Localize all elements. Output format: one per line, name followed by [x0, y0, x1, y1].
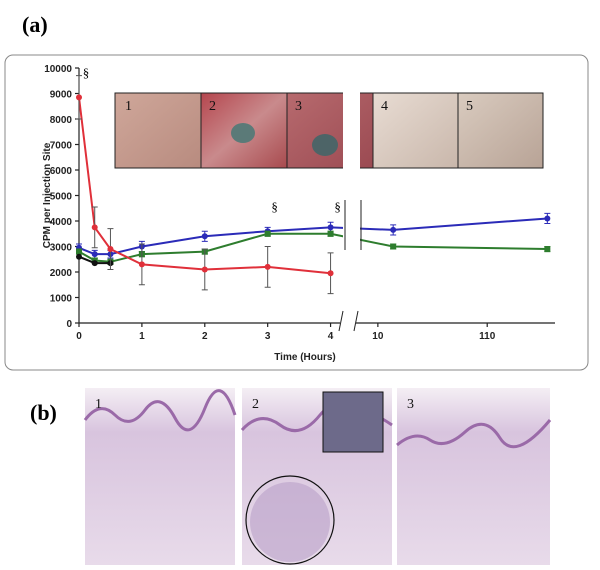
infiltrate	[250, 482, 330, 562]
photo	[372, 92, 459, 169]
data-point	[201, 266, 208, 273]
y-tick-label: 0	[66, 319, 72, 330]
y-tick-label: 5000	[50, 192, 73, 203]
x-tick-label: 10	[372, 331, 384, 342]
plot: 0100020003000400050006000700080009000100…	[42, 63, 555, 363]
data-point	[544, 246, 551, 253]
data-point	[327, 224, 334, 231]
photo-label: 5	[466, 99, 473, 114]
x-axis-title: Time (Hours)	[274, 352, 336, 363]
histology-image	[397, 388, 550, 565]
axis-break	[353, 310, 359, 332]
data-point	[76, 94, 82, 101]
photo-label: 2	[209, 99, 216, 114]
epidermis	[396, 419, 552, 449]
data-point	[264, 230, 271, 237]
data-point	[201, 233, 208, 240]
data-point	[138, 261, 145, 268]
data-point	[544, 215, 551, 222]
panel-label: (a)	[22, 12, 48, 37]
image-label: 1	[95, 397, 102, 412]
photo-label: 4	[381, 99, 388, 114]
y-axis-title: CPM per Injection Site	[42, 142, 53, 248]
x-tick-label: 3	[265, 331, 271, 342]
series-line	[78, 232, 548, 263]
data-point	[76, 253, 82, 260]
x-tick-label: 0	[76, 331, 82, 342]
data-point	[107, 246, 114, 253]
axis-break	[338, 310, 344, 332]
data-point	[264, 263, 271, 270]
image-label: 2	[252, 397, 259, 412]
data-point	[91, 251, 98, 258]
data-point	[76, 248, 82, 255]
x-tick-label: 2	[202, 331, 208, 342]
data-point	[91, 224, 98, 231]
lesion	[231, 123, 255, 143]
y-tick-label: 9000	[50, 90, 73, 101]
data-point	[390, 243, 397, 250]
y-tick-label: 3000	[50, 243, 73, 254]
data-point	[390, 226, 397, 233]
y-tick-label: 8000	[50, 115, 73, 126]
annotation: §	[271, 199, 278, 214]
y-tick-label: 2000	[50, 268, 73, 279]
photo	[114, 92, 202, 169]
annotation: §	[83, 65, 90, 80]
x-tick-label: 4	[328, 331, 334, 342]
panel-frame	[4, 54, 589, 371]
y-tick-label: 1000	[50, 294, 73, 305]
y-tick-label: 4000	[50, 217, 73, 228]
y-tick-label: 10000	[44, 64, 72, 75]
inset	[322, 391, 384, 453]
y-tick-label: 6000	[50, 166, 73, 177]
x-tick-label: 110	[479, 331, 496, 342]
data-point	[91, 260, 98, 267]
photo-strip: 1 2 3 4 5	[114, 92, 544, 169]
epidermis	[83, 389, 237, 432]
data-point	[327, 230, 334, 237]
x-tick-label: 1	[139, 331, 145, 342]
photo-label: 1	[125, 99, 132, 114]
annotation: §	[334, 199, 341, 214]
photo-label: 3	[295, 99, 302, 114]
photo	[457, 92, 544, 169]
panel-label: (b)	[30, 400, 57, 425]
image-label: 3	[407, 397, 414, 412]
histology-image	[85, 388, 235, 565]
axis-break-gap	[343, 63, 360, 320]
data-point	[327, 270, 334, 277]
histology: 1 2 3	[83, 388, 552, 565]
y-tick-label: 7000	[50, 141, 73, 152]
circle-marker	[245, 475, 335, 565]
lesion	[312, 134, 338, 156]
